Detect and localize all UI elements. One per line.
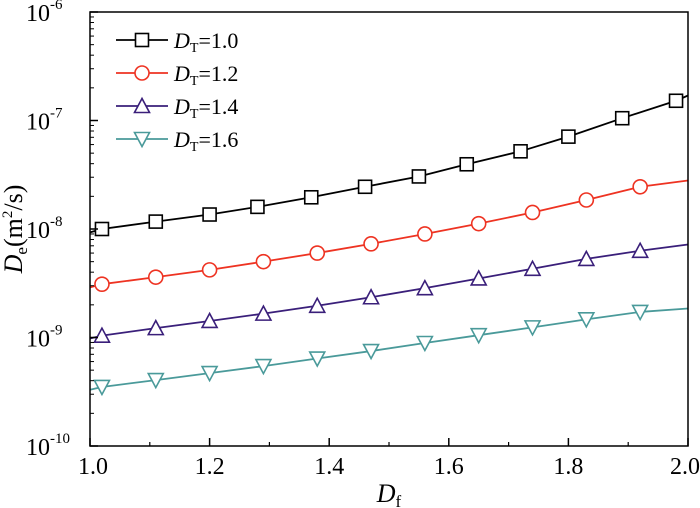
data-point bbox=[631, 241, 649, 259]
data-point bbox=[362, 343, 380, 361]
data-point bbox=[303, 189, 319, 205]
data-point bbox=[417, 226, 433, 242]
data-point bbox=[93, 379, 111, 397]
data-point bbox=[561, 129, 576, 144]
series-line bbox=[89, 307, 689, 391]
data-point bbox=[631, 304, 649, 322]
x-tick-label: 1.4 bbox=[314, 454, 344, 480]
data-point bbox=[250, 199, 265, 215]
data-point bbox=[470, 215, 487, 232]
legend-marker bbox=[134, 32, 150, 48]
data-point bbox=[411, 169, 427, 184]
data-point bbox=[469, 269, 488, 286]
legend-label: DT=1.4 bbox=[173, 94, 238, 122]
data-point bbox=[93, 326, 111, 343]
data-point bbox=[202, 207, 217, 222]
series-line bbox=[89, 243, 689, 340]
legend-label: DT=1.6 bbox=[173, 127, 238, 155]
legend-marker bbox=[133, 96, 151, 114]
y-tick-label: 10-10 bbox=[26, 431, 70, 461]
x-tick-label: 2.0 bbox=[670, 454, 700, 480]
data-point bbox=[146, 372, 165, 390]
legend-marker bbox=[134, 65, 150, 81]
data-point bbox=[148, 214, 164, 229]
data-point bbox=[577, 312, 596, 329]
data-point bbox=[357, 179, 373, 195]
data-point bbox=[362, 288, 380, 305]
data-point bbox=[201, 262, 218, 278]
legend-entry: DT=1.2 bbox=[116, 61, 238, 89]
data-point bbox=[308, 296, 327, 314]
series-line bbox=[89, 94, 689, 234]
data-point bbox=[255, 253, 272, 270]
data-point bbox=[524, 204, 541, 221]
legend-label: DT=1.2 bbox=[173, 61, 238, 89]
axis-layer: 1.0 1.2 1.4 1.6 1.8 2.0 10-10 10-9 10-8 10-7 10-6 bbox=[26, 0, 700, 480]
data-point bbox=[614, 110, 630, 126]
data-point bbox=[513, 144, 528, 159]
legend-entry: DT=1.4 bbox=[116, 94, 238, 122]
x-axis-title: Df bbox=[376, 479, 402, 508]
data-point bbox=[146, 318, 165, 336]
data-point bbox=[416, 278, 434, 296]
data-point bbox=[200, 311, 219, 329]
series-2 bbox=[89, 178, 689, 292]
series-3 bbox=[89, 241, 689, 343]
data-point bbox=[578, 192, 595, 208]
legend-entry: DT=1.0 bbox=[116, 28, 238, 56]
legend-marker bbox=[133, 131, 151, 149]
data-point bbox=[523, 320, 542, 337]
data-point bbox=[254, 304, 273, 321]
data-point bbox=[577, 249, 596, 267]
data-point bbox=[147, 269, 164, 285]
x-tick-label: 1.2 bbox=[195, 454, 225, 480]
data-point bbox=[459, 156, 475, 172]
data-point bbox=[416, 335, 434, 353]
y-tick-label: 10-6 bbox=[26, 0, 63, 27]
x-tick-label: 1.0 bbox=[78, 454, 108, 480]
data-point bbox=[254, 358, 273, 376]
y-tick-label: 10-9 bbox=[26, 323, 63, 353]
data-point bbox=[469, 327, 488, 345]
data-point bbox=[308, 351, 327, 368]
data-point bbox=[668, 93, 684, 109]
data-point bbox=[200, 365, 219, 383]
legend-label: DT=1.0 bbox=[173, 28, 238, 56]
data-point bbox=[309, 245, 326, 261]
plot-layer bbox=[89, 93, 689, 397]
data-point bbox=[94, 276, 110, 292]
data-point bbox=[632, 178, 648, 195]
legend-entry: DT=1.6 bbox=[116, 127, 238, 155]
x-tick-label: 1.6 bbox=[434, 454, 464, 480]
series-line bbox=[89, 179, 689, 289]
data-point bbox=[363, 236, 379, 252]
data-point bbox=[523, 259, 542, 277]
series-1 bbox=[89, 93, 689, 237]
y-axis-title: De(m2/s) bbox=[0, 185, 31, 275]
y-tick-label: 10-7 bbox=[26, 106, 63, 136]
y-tick-label: 10-8 bbox=[26, 214, 63, 244]
legend: DT=1.0 DT=1.2 DT=1.4 DT=1.6 bbox=[116, 28, 238, 155]
x-tick-label: 1.8 bbox=[553, 454, 583, 480]
series-4 bbox=[89, 304, 689, 397]
